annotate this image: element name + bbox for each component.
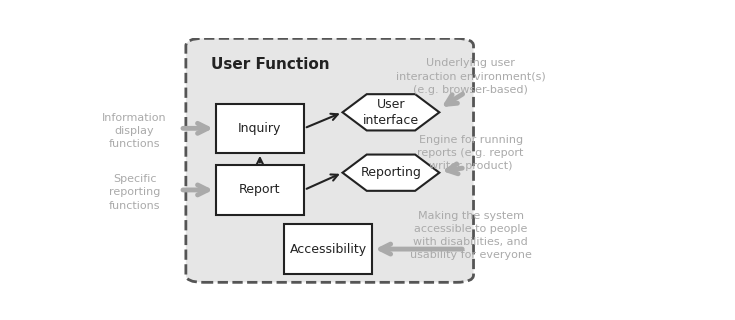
FancyBboxPatch shape [186,38,473,282]
Text: User Function: User Function [212,57,330,72]
Text: User
interface: User interface [363,98,419,127]
Text: Report: Report [239,183,281,196]
Text: Engine for running
reports (e.g. report
writer product): Engine for running reports (e.g. report … [417,135,524,171]
FancyBboxPatch shape [216,104,304,153]
Polygon shape [343,155,440,191]
Text: Accessibility: Accessibility [290,243,367,256]
Polygon shape [343,94,440,131]
Text: Making the system
accessible to people
with disabilities, and
usability for ever: Making the system accessible to people w… [409,211,531,260]
Text: Underlying user
interaction environment(s)
(e.g. browser-based): Underlying user interaction environment(… [396,58,545,95]
Text: Inquiry: Inquiry [238,122,282,135]
Text: Information
display
functions: Information display functions [102,113,167,149]
Text: Reporting: Reporting [360,166,421,179]
Text: Specific
reporting
functions: Specific reporting functions [109,174,160,211]
FancyBboxPatch shape [284,224,373,274]
FancyBboxPatch shape [216,165,304,215]
